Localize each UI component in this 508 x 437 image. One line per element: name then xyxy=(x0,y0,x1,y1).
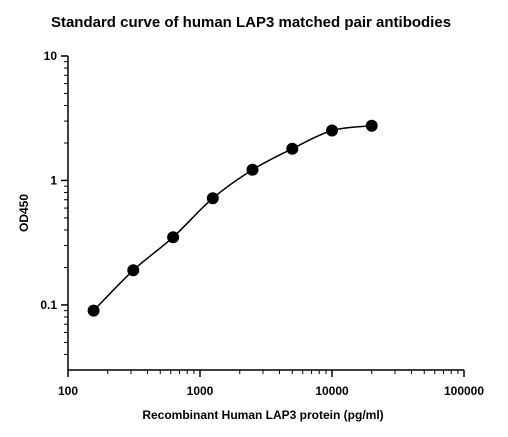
data-point xyxy=(167,231,180,244)
data-point xyxy=(127,264,140,277)
x-tick-label: 100000 xyxy=(444,384,484,398)
x-tick-label: 1000 xyxy=(187,384,214,398)
x-tick-label: 10000 xyxy=(315,384,349,398)
x-axis-label: Recombinant Human LAP3 protein (pg/ml) xyxy=(142,408,383,422)
data-point xyxy=(365,119,378,132)
y-tick-label: 0.1 xyxy=(40,298,57,312)
data-point xyxy=(286,142,299,155)
x-tick-label: 100 xyxy=(58,384,78,398)
fit-curve xyxy=(93,125,372,312)
y-tick-label: 1 xyxy=(50,173,57,187)
data-point xyxy=(326,124,338,137)
data-point xyxy=(246,163,259,176)
data-point xyxy=(87,304,100,317)
y-axis-label: OD450 xyxy=(17,194,31,232)
axes: 100 1000 10000 100000 0.1 1 10 xyxy=(40,49,484,398)
data-point xyxy=(206,192,219,205)
y-tick-label: 10 xyxy=(44,49,58,63)
chart-title: Standard curve of human LAP3 matched pai… xyxy=(51,14,451,31)
data-points xyxy=(87,119,378,317)
